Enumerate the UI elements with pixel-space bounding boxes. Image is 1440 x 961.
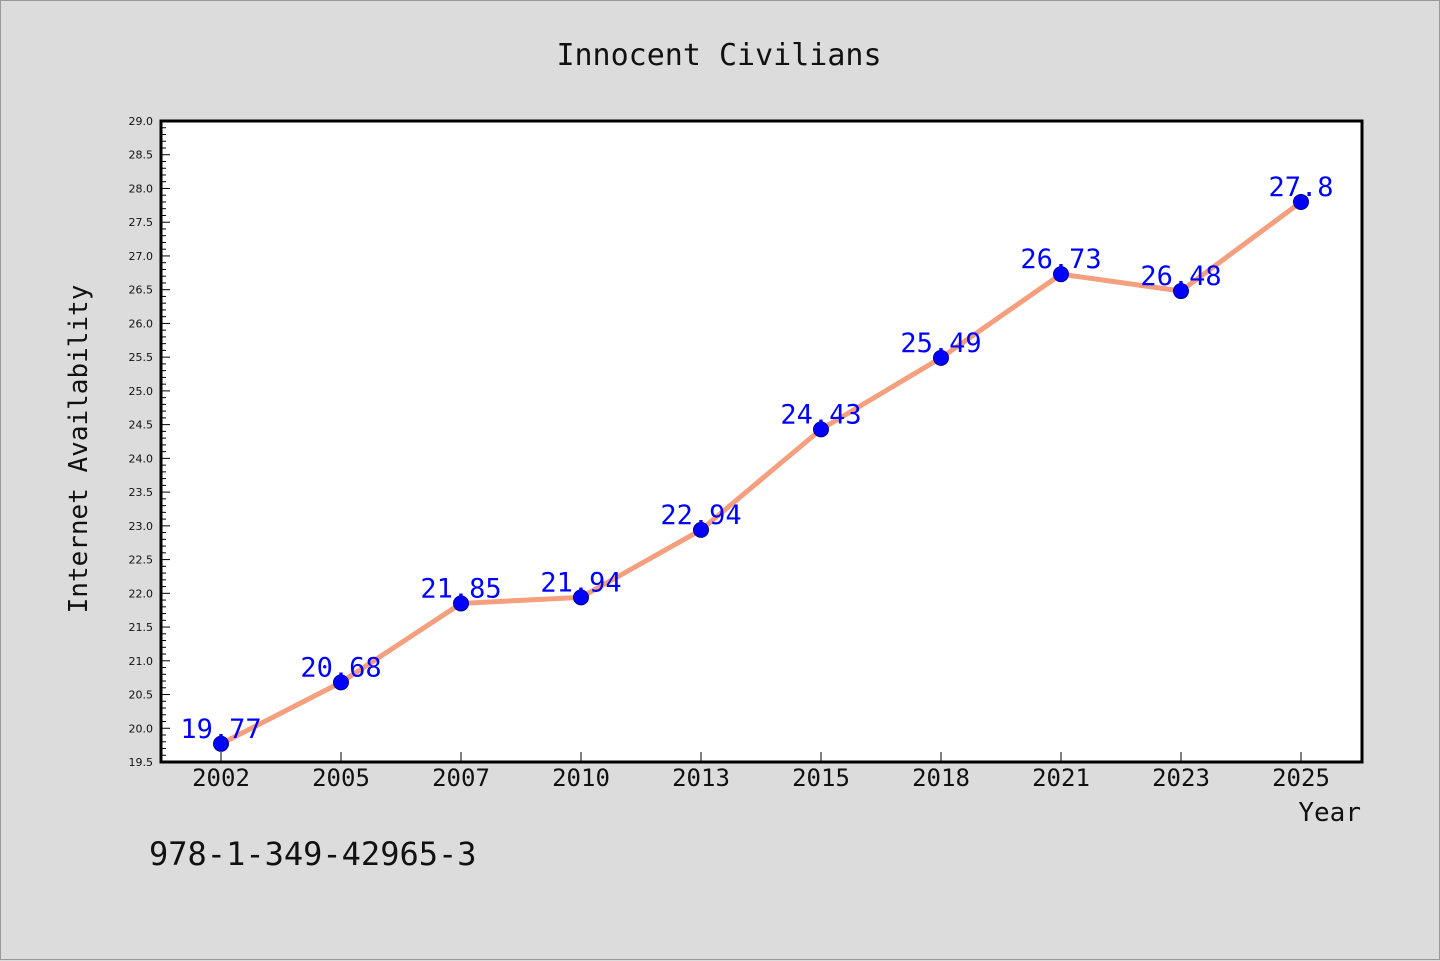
x-tick-label: 2007 xyxy=(432,764,490,792)
y-tick-label: 28.0 xyxy=(129,182,154,195)
data-point xyxy=(1053,266,1069,283)
x-tick-label: 2002 xyxy=(192,764,250,792)
data-point xyxy=(333,674,349,691)
x-tick-label: 2010 xyxy=(552,764,610,792)
x-axis: 2002 2005 2007 2010 2013 2015 2018 2021 2023 2025 xyxy=(192,752,1330,792)
y-tick-label: 26.5 xyxy=(129,284,154,297)
data-point xyxy=(933,349,949,366)
x-tick-label: 2015 xyxy=(792,764,850,792)
data-point xyxy=(693,521,709,538)
y-tick-label: 27.0 xyxy=(129,250,154,263)
data-label: 21.94 xyxy=(540,567,621,598)
data-point xyxy=(1293,193,1309,210)
data-label: 25.49 xyxy=(900,328,981,359)
data-point xyxy=(573,589,589,606)
y-tick-label: 29.0 xyxy=(129,115,154,128)
y-tick-label: 27.5 xyxy=(129,216,154,229)
y-tick-label: 26.0 xyxy=(129,317,154,330)
x-tick-label: 2025 xyxy=(1272,764,1330,792)
y-tick-label: 25.0 xyxy=(129,385,154,398)
data-label: 19.77 xyxy=(180,714,261,745)
x-tick-label: 2005 xyxy=(312,764,370,792)
data-point xyxy=(453,595,469,612)
data-point xyxy=(1173,283,1189,300)
y-tick-label: 21.0 xyxy=(129,655,154,668)
y-tick-label: 24.0 xyxy=(129,452,154,465)
x-tick-label: 2023 xyxy=(1152,764,1210,792)
chart-title: Innocent Civilians xyxy=(556,38,881,73)
data-label: 24.43 xyxy=(780,399,861,430)
plot-area xyxy=(159,119,1364,764)
x-tick-label: 2018 xyxy=(912,764,970,792)
x-tick-label: 2013 xyxy=(672,764,730,792)
data-label: 27.8 xyxy=(1268,172,1333,203)
y-tick-label: 19.5 xyxy=(129,756,154,769)
y-tick-label: 21.5 xyxy=(129,621,154,634)
data-label: 20.68 xyxy=(300,652,381,683)
x-tick-label: 2021 xyxy=(1032,764,1090,792)
data-label: 22.94 xyxy=(660,500,741,531)
y-tick-label: 20.0 xyxy=(129,722,154,735)
y-tick-label: 22.0 xyxy=(129,587,154,600)
isbn-text: 978-1-349-42965-3 xyxy=(149,835,477,873)
data-point xyxy=(213,735,229,752)
y-axis-label: Internet Availability xyxy=(64,285,94,614)
data-label: 21.85 xyxy=(420,573,501,604)
data-label: 26.73 xyxy=(1020,244,1101,275)
y-tick-label: 23.0 xyxy=(129,520,154,533)
y-tick-label: 25.5 xyxy=(129,351,154,364)
y-tick-label: 22.5 xyxy=(129,554,154,567)
y-axis: 19.5 20.0 20.5 21.0 21.5 22.0 22.5 23.0 23.5 24.0… xyxy=(129,115,170,769)
y-tick-label: 23.5 xyxy=(129,486,154,499)
x-axis-label: Year xyxy=(1298,798,1361,828)
y-tick-label: 28.5 xyxy=(129,149,154,162)
series-line xyxy=(218,199,1304,747)
series-markers xyxy=(213,193,1309,752)
y-tick-label: 24.5 xyxy=(129,419,154,432)
data-label: 26.48 xyxy=(1140,261,1221,292)
data-labels: 19.77 20.68 21.85 21.94 22.94 24.43 25.49 26.73… xyxy=(180,172,1333,745)
y-tick-label: 20.5 xyxy=(129,689,154,702)
data-point xyxy=(813,421,829,438)
